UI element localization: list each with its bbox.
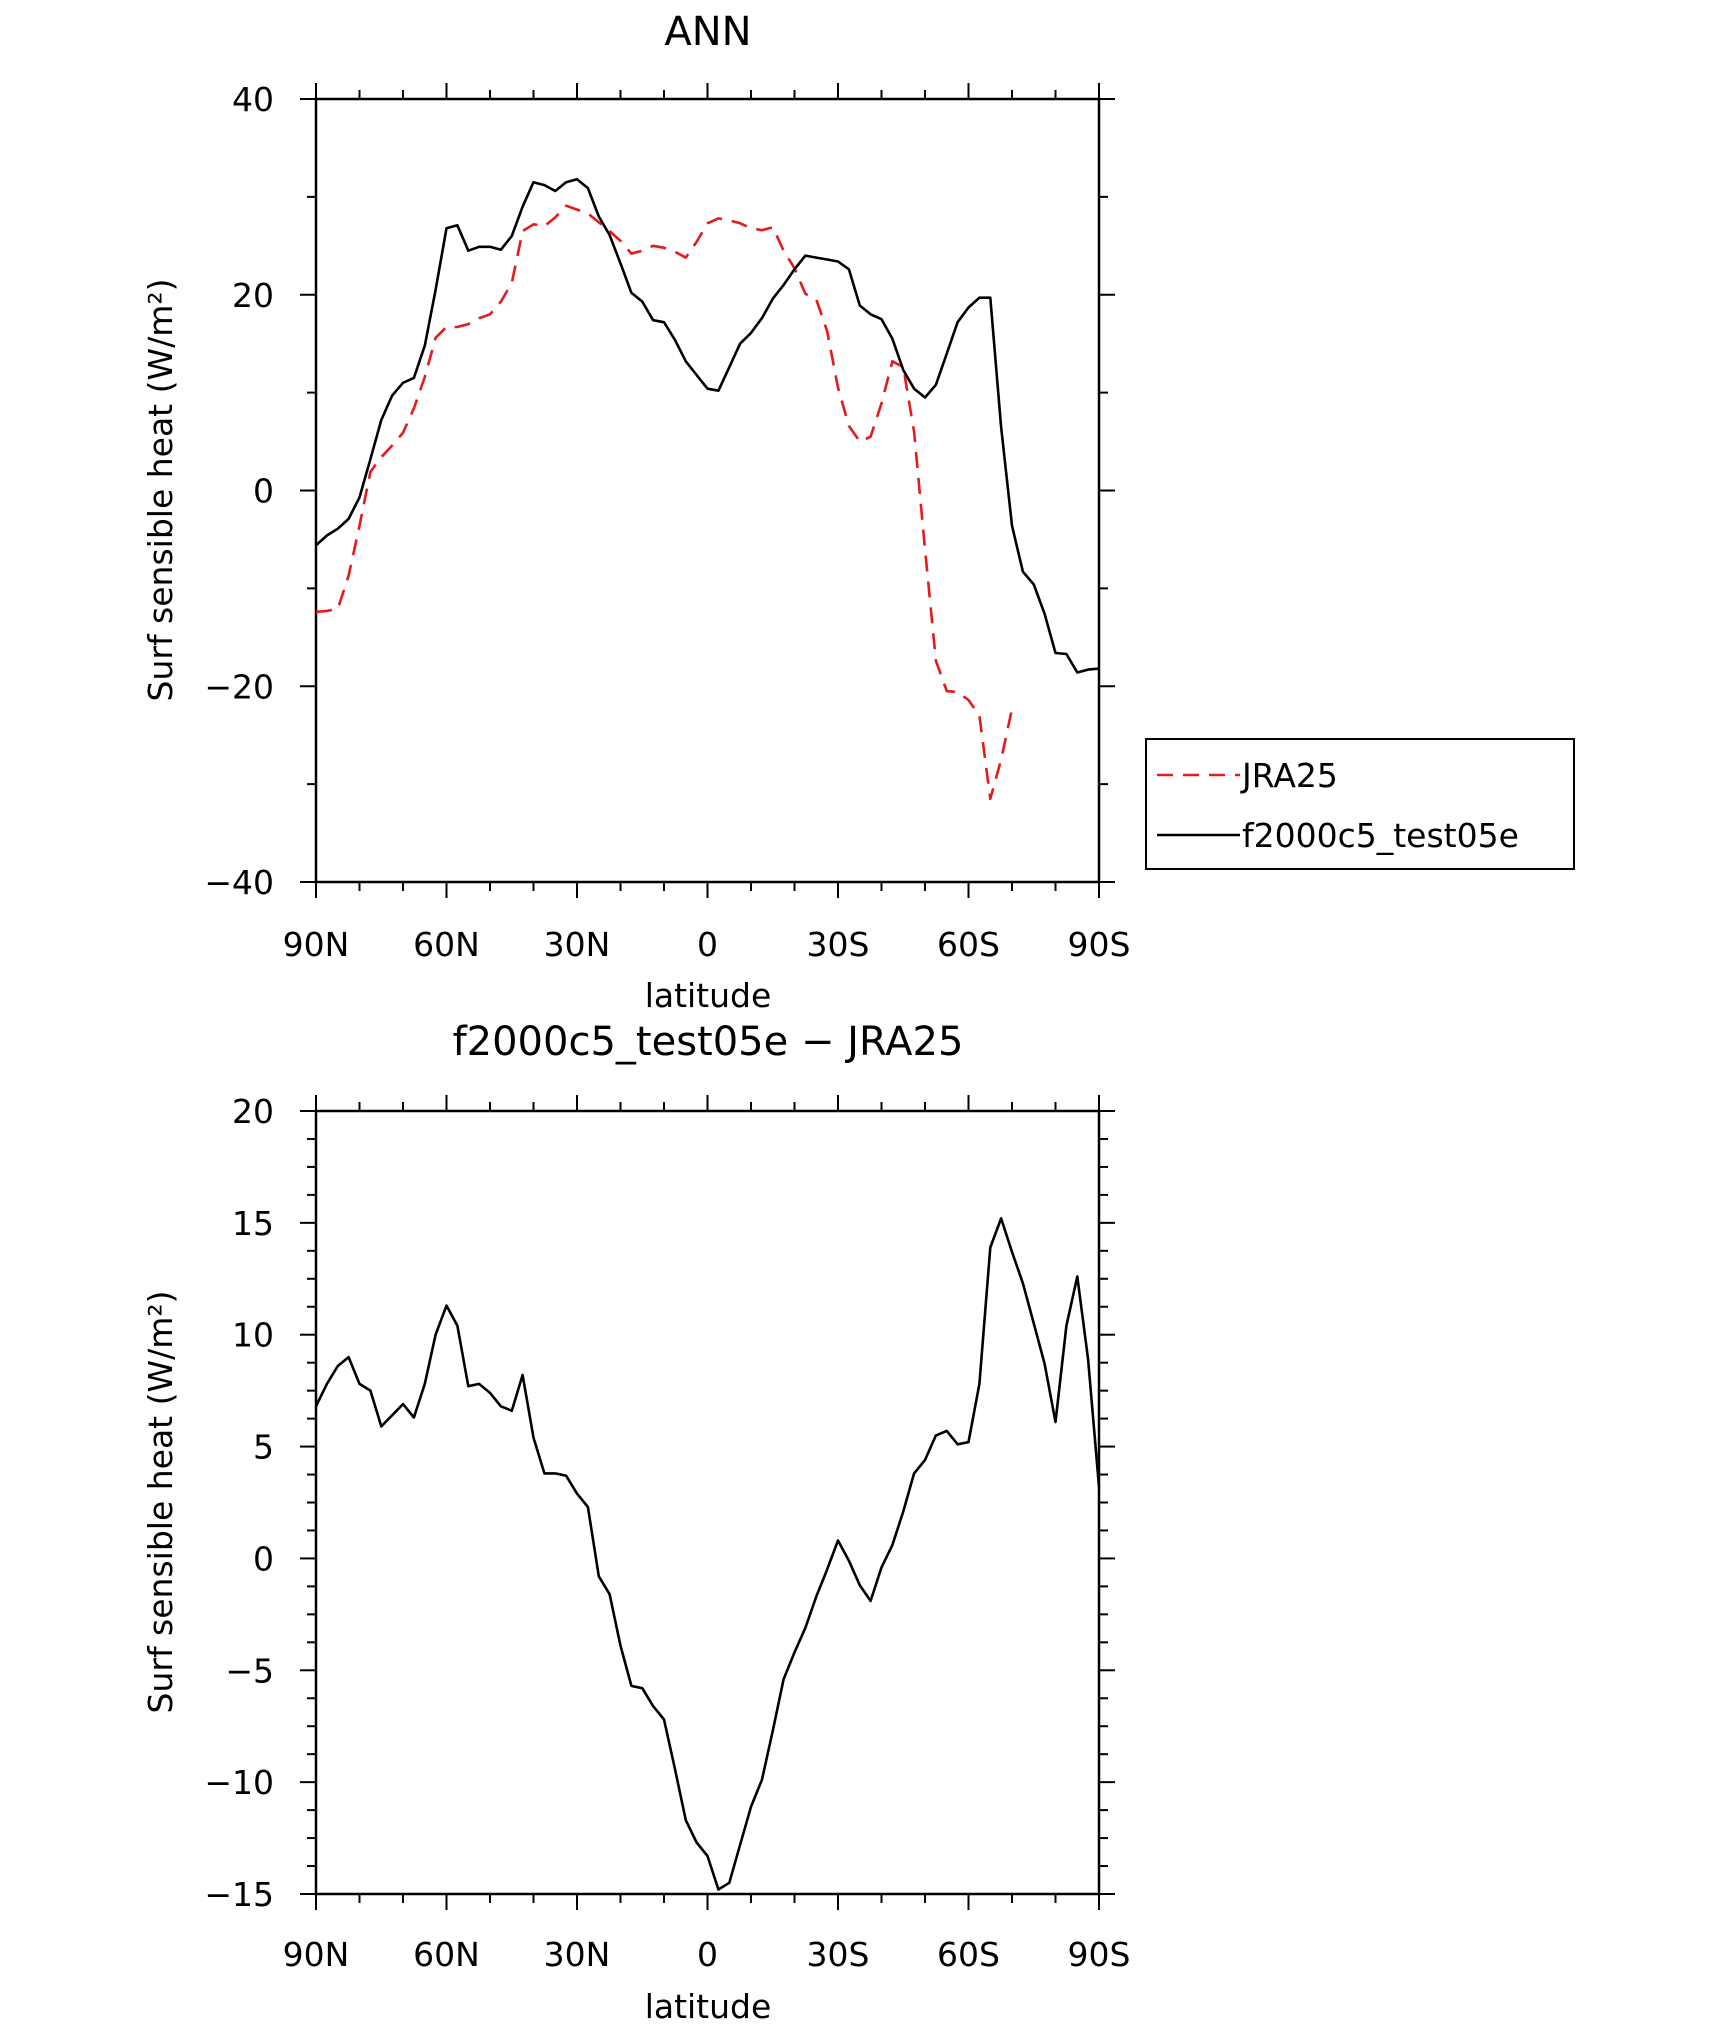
y-tick-labels: 20 15 10 5 0 −5 −10 −15 — [204, 1092, 274, 1914]
y-tick-label: −5 — [225, 1651, 274, 1690]
x-tick-label: 30S — [807, 925, 870, 964]
x-tick-label: 30N — [544, 925, 611, 964]
legend-label-model: f2000c5_test05e — [1242, 816, 1519, 855]
x-tick-label: 90S — [1068, 925, 1131, 964]
series-lines — [315, 178, 1100, 801]
x-tick-label: 60S — [937, 1935, 1000, 1974]
y-tick-labels: 40 20 0 −20 −40 — [204, 80, 274, 902]
x-tick-label: 0 — [697, 925, 718, 964]
y-tick-label: 15 — [232, 1204, 274, 1243]
y-tick-label: 0 — [253, 1539, 274, 1578]
x-tick-label: 90N — [283, 1935, 350, 1974]
x-tick-label: 30N — [544, 1935, 611, 1974]
y-tick-label: 5 — [253, 1428, 274, 1467]
x-tick-labels: 90N 60N 30N 0 30S 60S 90S — [283, 925, 1131, 964]
x-tick-label: 90N — [283, 925, 350, 964]
tick-marks — [300, 1095, 1115, 1910]
legend-box — [1145, 738, 1575, 870]
bottom-difference-chart: f2000c5_test05e − JRA25 90N 60N 30N 0 30S 60S… — [141, 1019, 1131, 2026]
y-tick-label: −20 — [204, 667, 274, 706]
y-axis-label: Surf sensible heat (W/m²) — [141, 279, 180, 702]
y-tick-label: 20 — [232, 1092, 274, 1131]
x-tick-label: 60S — [937, 925, 1000, 964]
x-axis-label: latitude — [645, 1987, 772, 2021]
y-tick-label: −10 — [204, 1763, 274, 1802]
y-tick-label: 0 — [253, 472, 274, 511]
y-axis-label: Surf sensible heat (W/m²) — [141, 1291, 180, 1714]
series-lines — [314, 1217, 1101, 1891]
x-tick-label: 0 — [697, 1935, 718, 1974]
chart-title: f2000c5_test05e − JRA25 — [453, 1019, 964, 1065]
y-tick-label: 10 — [232, 1316, 274, 1355]
series-line-jra25 — [315, 204, 1014, 801]
x-axis-label: latitude — [645, 976, 772, 1015]
tick-marks — [300, 83, 1115, 898]
x-tick-label: 60N — [413, 925, 480, 964]
series-line-f2000c5-test05e-jra25 — [314, 1217, 1101, 1891]
x-tick-labels: 90N 60N 30N 0 30S 60S 90S — [283, 1935, 1131, 1974]
y-tick-label: −40 — [204, 863, 274, 902]
y-tick-label: 40 — [232, 80, 274, 119]
x-tick-label: 60N — [413, 1935, 480, 1974]
y-tick-label: −15 — [204, 1875, 274, 1914]
legend-label-jra25: JRA25 — [1240, 756, 1338, 795]
x-tick-label: 30S — [807, 1935, 870, 1974]
top-line-chart: ANN 90N 60N 30N 0 30S 60S 90S 40 20 0 −20 −40 lati… — [141, 9, 1575, 1015]
y-tick-label: 20 — [232, 276, 274, 315]
series-line-f2000c5-test05e — [315, 178, 1100, 674]
legend: JRA25 f2000c5_test05e — [1145, 738, 1575, 870]
chart-title: ANN — [664, 9, 751, 55]
x-tick-label: 90S — [1068, 1935, 1131, 1974]
